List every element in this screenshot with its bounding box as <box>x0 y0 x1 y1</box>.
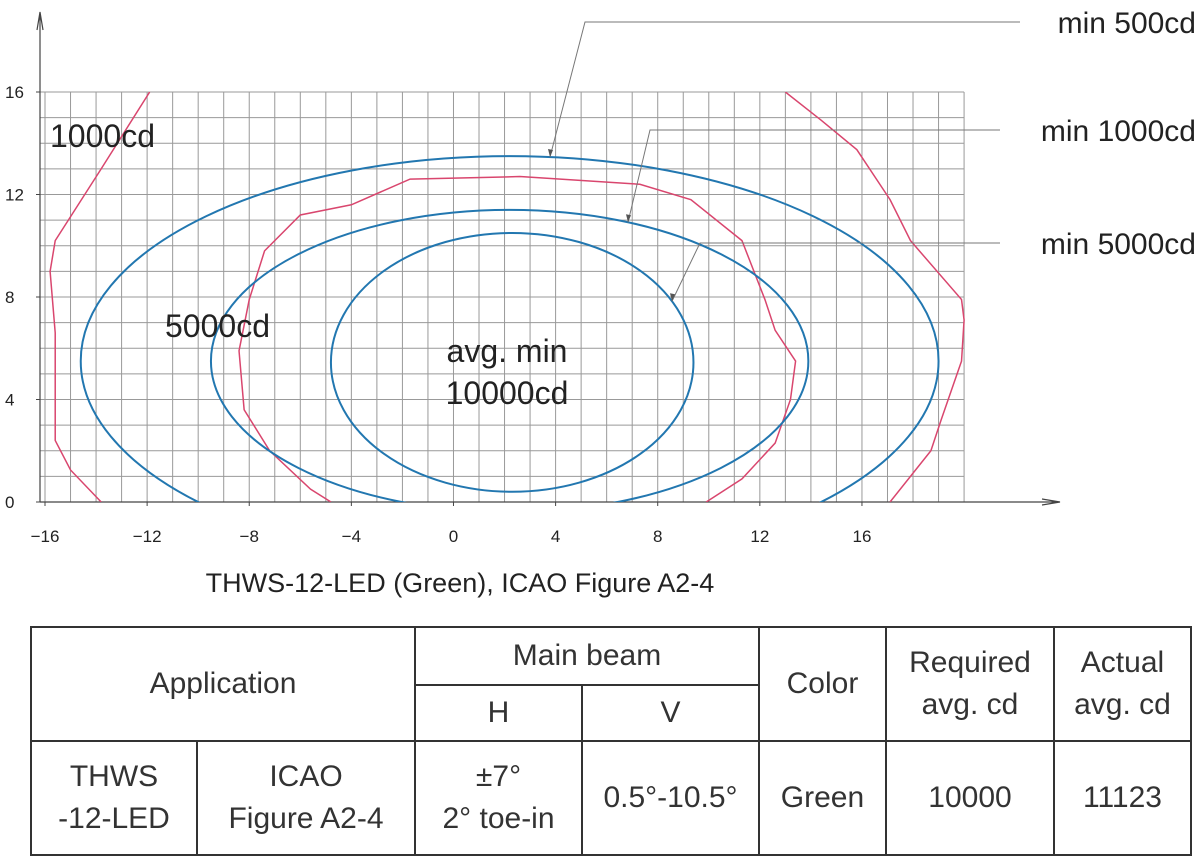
cell: THWS -12-LED <box>30 740 198 856</box>
leader-arrow <box>670 293 675 302</box>
y-tick-label: 16 <box>5 83 24 102</box>
header-cell: Application <box>30 626 416 742</box>
text: ICAO <box>269 760 343 793</box>
cell: Green <box>758 740 887 856</box>
cell: 0.5°-10.5° <box>581 740 760 856</box>
chart: THWS-12-LED (Green), ICAO Figure A2-4 −1… <box>5 7 1196 598</box>
y-axis <box>36 11 44 502</box>
x-tick-label: 4 <box>551 527 560 546</box>
annotation: 5000cd <box>165 308 270 344</box>
text: Actual <box>1080 646 1165 679</box>
x-tick-label: 0 <box>449 527 458 546</box>
x-tick-label: 12 <box>750 527 769 546</box>
y-tick-label: 4 <box>5 391 14 410</box>
leader-arrow <box>626 214 631 223</box>
header-cell: Color <box>758 626 887 742</box>
spec-table: Application Main beam Color Required avg.… <box>30 626 1192 856</box>
text: Figure A2-4 <box>228 802 384 835</box>
text: -12-LED <box>58 802 170 835</box>
leader-line <box>671 242 1000 302</box>
x-tick-label: 8 <box>653 527 662 546</box>
center-label: avg. min <box>447 333 568 369</box>
cell: 11123 <box>1053 740 1192 856</box>
text: ±7° <box>475 760 522 793</box>
leader-arrow <box>548 148 553 157</box>
text: 2° toe-in <box>442 802 555 835</box>
isocandela-ellipse <box>329 231 695 493</box>
text: THWS <box>69 760 159 793</box>
plot-area <box>49 92 965 502</box>
x-tick-label: −8 <box>240 527 259 546</box>
x-tick-label: −4 <box>342 527 361 546</box>
cell: 10000 <box>885 740 1055 856</box>
ellipse-label: min 500cd <box>1058 7 1196 40</box>
ellipse-label: min 1000cd <box>1041 115 1196 148</box>
isocandela-ellipse <box>210 208 810 502</box>
y-tick-label: 0 <box>5 493 14 512</box>
isocandela-ellipse <box>79 155 940 502</box>
x-axis <box>40 498 1061 506</box>
x-tick-label: −16 <box>31 527 60 546</box>
cell: ±7° 2° toe-in <box>414 740 583 856</box>
text: avg. cd <box>921 688 1019 721</box>
x-tick-label: −12 <box>133 527 162 546</box>
header-cell: Actual avg. cd <box>1053 626 1192 742</box>
x-tick-label: 16 <box>852 527 871 546</box>
header-cell: H <box>414 684 583 742</box>
leader-line <box>627 129 1000 223</box>
text: avg. cd <box>1074 688 1171 721</box>
contour-curve <box>49 92 965 502</box>
center-label: 10000cd <box>446 375 569 411</box>
y-tick-label: 12 <box>5 186 24 205</box>
header-cell: Main beam <box>414 626 760 686</box>
header-cell: V <box>581 684 760 742</box>
annotation: 1000cd <box>50 118 155 154</box>
caption: THWS-12-LED (Green), ICAO Figure A2-4 <box>206 568 715 598</box>
leader-line <box>549 21 1020 158</box>
ellipse-label: min 5000cd <box>1041 228 1196 261</box>
header-cell: Required avg. cd <box>885 626 1055 742</box>
y-tick-label: 8 <box>5 288 14 307</box>
cell: ICAO Figure A2-4 <box>196 740 416 856</box>
text: Required <box>909 646 1031 679</box>
